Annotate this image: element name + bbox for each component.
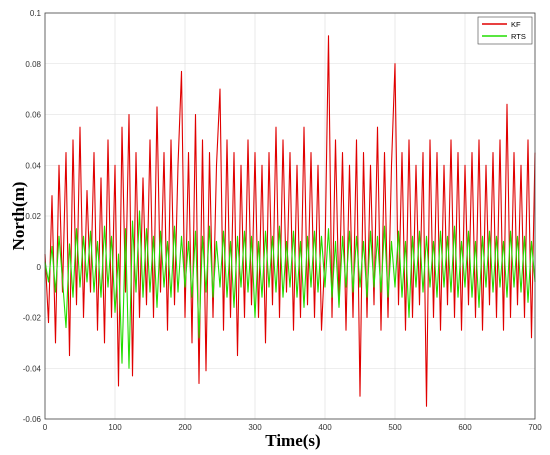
legend: KF RTS bbox=[477, 16, 533, 45]
y-axis-label: North(m) bbox=[9, 182, 28, 251]
x-tick-label: 200 bbox=[178, 423, 192, 432]
x-tick-label: 100 bbox=[108, 423, 122, 432]
x-tick-label: 300 bbox=[248, 423, 262, 432]
x-tick-label: 500 bbox=[388, 423, 402, 432]
x-tick-label: 400 bbox=[318, 423, 332, 432]
x-tick-label: 0 bbox=[43, 423, 48, 432]
x-tick-label: 700 bbox=[528, 423, 542, 432]
series-line-rts bbox=[44, 210, 536, 369]
y-tick-label: 0.04 bbox=[25, 161, 41, 170]
y-tick-label: 0.02 bbox=[25, 212, 41, 221]
y-tick-label: 0.1 bbox=[30, 9, 42, 18]
legend-label-kf: KF bbox=[511, 20, 521, 29]
y-tick-label: 0.08 bbox=[25, 60, 41, 69]
y-tick-label: 0.06 bbox=[25, 111, 41, 120]
x-tick-label: 600 bbox=[458, 423, 472, 432]
plot-frame bbox=[44, 12, 536, 420]
x-axis-label: Time(s) bbox=[265, 431, 320, 450]
y-tick-label: -0.04 bbox=[23, 364, 42, 373]
y-tick-label: 0 bbox=[37, 263, 42, 272]
y-tick-labels: -0.06 -0.04 -0.02 0 0.02 0.04 0.06 0.08 0.1 bbox=[23, 9, 42, 424]
y-tick-label: -0.06 bbox=[23, 415, 42, 424]
legend-label-rts: RTS bbox=[511, 32, 526, 41]
x-tick-labels: 0 100 200 300 400 500 600 700 bbox=[43, 423, 542, 432]
legend-box bbox=[477, 16, 533, 45]
series-group bbox=[44, 35, 536, 407]
y-tick-label: -0.02 bbox=[23, 314, 42, 323]
